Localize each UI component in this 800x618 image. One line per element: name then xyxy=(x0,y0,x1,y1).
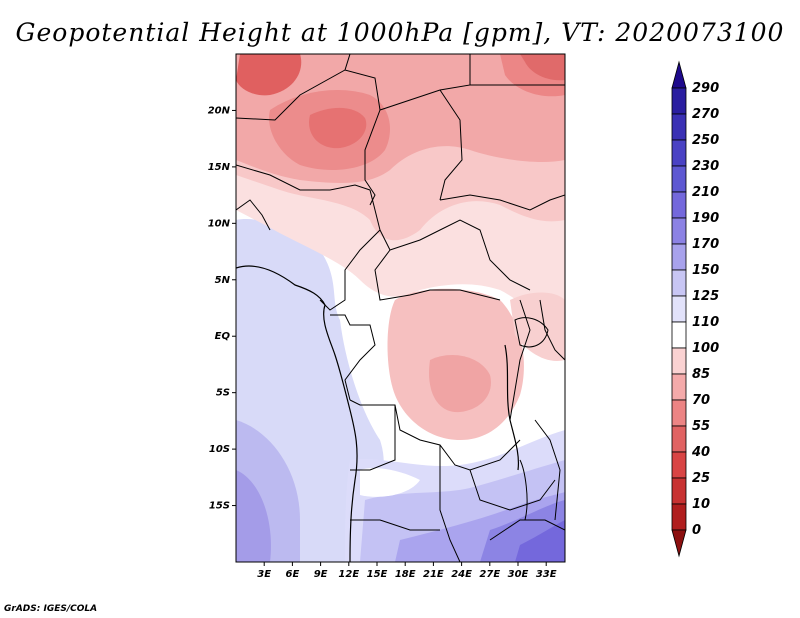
malawi-border xyxy=(534,419,561,521)
lakes-pink xyxy=(510,292,565,361)
height-field xyxy=(236,54,565,562)
colorbar-swatch xyxy=(671,503,687,531)
colorbar-label: 230 xyxy=(692,159,719,174)
colorbar-swatch xyxy=(671,60,687,89)
colorbar-label: 125 xyxy=(692,289,719,304)
ne-peak xyxy=(520,54,565,81)
lat-tick-label: 5N xyxy=(215,275,231,286)
lake-victoria xyxy=(514,317,549,348)
congo-deep-pink xyxy=(429,355,491,413)
nw-peak xyxy=(236,54,302,96)
country-borders xyxy=(236,54,565,562)
colorbar-label: 270 xyxy=(692,107,719,122)
lon-tick-label: 27E xyxy=(479,569,500,580)
colorbar-swatch xyxy=(671,321,687,349)
angola-white xyxy=(360,468,420,497)
colorbar-label: 150 xyxy=(692,263,719,278)
coast-west-africa xyxy=(236,199,271,231)
colorbar-swatch xyxy=(671,269,687,297)
latitude-axis: 20N 15N 10N 5N EQ 5S 10S 15S xyxy=(208,105,236,512)
lat-tick-label: 15N xyxy=(208,162,231,173)
colorbar-label: 210 xyxy=(692,185,719,200)
colorbar-label: 290 xyxy=(692,81,719,96)
colorbar: 2902702502302101901701501251101008570554… xyxy=(671,60,719,558)
colorbar-label: 85 xyxy=(692,367,710,382)
lat-tick-label: 20N xyxy=(208,105,231,116)
car-border xyxy=(369,189,531,291)
colorbar-swatch xyxy=(671,477,687,505)
zambia-border xyxy=(439,445,461,562)
chad-sudan-border xyxy=(439,89,463,201)
colorbar-label: 0 xyxy=(692,523,701,538)
lat-tick-label: 10N xyxy=(208,218,231,229)
colorbar-swatch xyxy=(671,529,687,558)
lon-tick-label: 15E xyxy=(367,569,388,580)
chad-peak xyxy=(309,107,367,149)
colorbar-label: 55 xyxy=(692,419,710,434)
lon-tick-label: 33E xyxy=(536,569,557,580)
colorbar-label: 25 xyxy=(692,471,710,486)
band-190 xyxy=(515,520,565,562)
colorbar-swatch xyxy=(671,191,687,219)
colorbar-swatch xyxy=(671,399,687,427)
colorbar-swatch xyxy=(671,347,687,375)
map-title: Geopotential Height at 1000hPa [gpm], VT… xyxy=(15,18,785,47)
lat-tick-label: 15S xyxy=(209,501,230,512)
drc-border xyxy=(349,399,521,471)
colorbar-label: 40 xyxy=(691,445,710,460)
lat-tick-label: EQ xyxy=(215,331,231,342)
lon-tick-label: 3E xyxy=(257,569,271,580)
colorbar-swatch xyxy=(671,295,687,323)
grads-credit: GrADS: IGES/COLA xyxy=(4,604,98,614)
colorbar-label: 10 xyxy=(692,497,710,512)
colorbar-label: 110 xyxy=(692,315,719,330)
colorbar-swatch xyxy=(671,139,687,167)
colorbar-swatch xyxy=(671,425,687,453)
lon-tick-label: 18E xyxy=(395,569,416,580)
colorbar-label: 190 xyxy=(692,211,719,226)
lon-tick-label: 24E xyxy=(451,569,472,580)
colorbar-swatch xyxy=(671,87,687,115)
lake-tanganyika xyxy=(504,344,520,471)
lat-tick-label: 10S xyxy=(209,444,230,455)
colorbar-label: 70 xyxy=(692,393,710,408)
sahel-border xyxy=(236,164,371,191)
colorbar-swatch xyxy=(671,165,687,193)
lon-tick-label: 21E xyxy=(423,569,444,580)
colorbar-label: 170 xyxy=(692,237,719,252)
colorbar-swatch xyxy=(671,451,687,479)
colorbar-swatch xyxy=(671,373,687,401)
colorbar-label: 100 xyxy=(692,341,719,356)
longitude-axis: 3E 6E 9E 12E 15E 18E 21E 24E 27E 30E 33E xyxy=(257,562,557,580)
map-frame xyxy=(235,53,566,563)
colorbar-swatch xyxy=(671,243,687,271)
colorbar-swatch xyxy=(671,113,687,141)
lon-tick-label: 6E xyxy=(286,569,300,580)
south-west-deep-blue xyxy=(236,470,271,562)
lon-tick-label: 9E xyxy=(314,569,328,580)
lake-malawi xyxy=(519,459,528,521)
colorbar-swatch xyxy=(671,217,687,245)
lat-tick-label: 5S xyxy=(216,388,230,399)
atlantic-coastline xyxy=(236,265,358,562)
colorbar-label: 250 xyxy=(692,133,719,148)
gabon-border xyxy=(330,314,376,401)
lon-tick-label: 12E xyxy=(338,569,359,580)
niger-border xyxy=(236,69,381,206)
lon-tick-label: 30E xyxy=(508,569,529,580)
lakes-border xyxy=(509,299,531,421)
